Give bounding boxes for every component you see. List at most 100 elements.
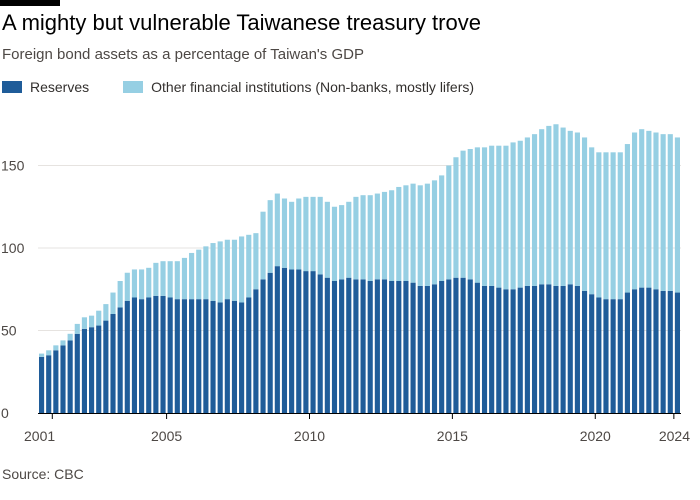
bar-other-institutions (610, 152, 616, 300)
bar-reserves (410, 282, 416, 413)
bar-reserves (553, 285, 559, 413)
bar-other-institutions (489, 145, 495, 286)
y-tick-label: 0 (1, 405, 9, 421)
bar-other-institutions (389, 190, 395, 281)
bar-reserves (474, 282, 480, 413)
bar-other-institutions (396, 186, 402, 281)
bar-other-institutions (503, 145, 509, 290)
bar-other-institutions (403, 185, 409, 281)
bar-reserves (231, 300, 238, 413)
brand-bar (0, 0, 60, 6)
bar-other-institutions (174, 261, 180, 300)
bar-reserves (103, 320, 109, 413)
bar-reserves (160, 295, 166, 413)
bar-other-institutions (110, 292, 116, 314)
x-tick-label: 2005 (151, 428, 182, 444)
bar-other-institutions (131, 269, 138, 298)
bar-reserves (339, 279, 345, 413)
bar-reserves (560, 285, 566, 413)
bar-other-institutions (39, 353, 45, 357)
bar-other-institutions (603, 152, 609, 300)
bar-reserves (274, 266, 280, 413)
bar-reserves (74, 333, 80, 413)
bar-other-institutions (189, 252, 195, 300)
bar-other-institutions (60, 340, 66, 346)
bar-reserves (89, 327, 95, 413)
bar-reserves (460, 277, 466, 413)
bar-reserves (610, 299, 616, 413)
x-tick-label: 2020 (580, 428, 611, 444)
y-tick-label: 100 (1, 240, 25, 256)
bar-other-institutions (553, 124, 559, 286)
bar-reserves (660, 290, 666, 413)
bar-other-institutions (217, 241, 223, 303)
bar-reserves (517, 287, 523, 413)
bar-reserves (81, 328, 88, 413)
bar-reserves (253, 289, 259, 413)
bar-other-institutions (239, 236, 245, 303)
bar-reserves (67, 340, 73, 413)
x-tick-label: 2015 (437, 428, 468, 444)
bar-other-institutions (274, 193, 280, 267)
bar-other-institutions (353, 196, 359, 280)
bar-reserves (417, 285, 423, 413)
bar-reserves (60, 345, 66, 413)
x-tick-label: 2010 (294, 428, 325, 444)
bar-other-institutions (360, 195, 366, 280)
bar-reserves (267, 272, 273, 413)
bar-reserves (39, 356, 45, 413)
bar-reserves (324, 277, 330, 413)
bar-other-institutions (531, 134, 538, 286)
bar-other-institutions (46, 350, 52, 356)
bar-other-institutions (617, 152, 623, 300)
bar-other-institutions (646, 130, 652, 288)
bar-reserves (389, 281, 395, 413)
bar-other-institutions (460, 150, 466, 278)
x-axis-ticks: 2001 2005 2010 2015 2020 2024 (24, 413, 690, 444)
bar-reserves (96, 325, 102, 413)
bar-other-institutions (203, 246, 209, 300)
bar-other-institutions (167, 261, 173, 298)
bar-reserves (581, 290, 588, 413)
bar-reserves (531, 285, 538, 413)
bar-reserves (503, 289, 509, 413)
bar-other-institutions (596, 152, 602, 298)
bar-reserves (289, 269, 295, 413)
bar-other-institutions (124, 272, 130, 301)
bar-other-institutions (96, 310, 102, 326)
bar-reserves (374, 279, 380, 413)
bar-other-institutions (424, 183, 430, 286)
bar-other-institutions (89, 315, 95, 328)
legend-item-reserves: Reserves (2, 79, 89, 95)
bar-reserves (403, 281, 409, 413)
bar-reserves (603, 299, 609, 413)
bar-other-institutions (339, 205, 345, 280)
bar-other-institutions (639, 129, 645, 288)
bar-reserves (189, 299, 195, 413)
bar-reserves (310, 271, 316, 413)
bar-other-institutions (139, 269, 145, 300)
bar-other-institutions (160, 261, 166, 296)
bar-reserves (524, 285, 530, 413)
bar-other-institutions (153, 262, 159, 296)
bar-other-institutions (631, 132, 638, 290)
bars (39, 124, 680, 413)
bar-reserves (117, 307, 123, 413)
bar-reserves (46, 355, 52, 413)
bar-other-institutions (117, 281, 123, 308)
bar-other-institutions (560, 127, 566, 286)
bar-reserves (131, 297, 138, 413)
bar-reserves (567, 284, 573, 413)
bar-other-institutions (210, 243, 216, 301)
bar-reserves (653, 289, 659, 413)
bar-other-institutions (446, 165, 452, 280)
bar-reserves (224, 299, 230, 413)
bar-other-institutions (653, 132, 659, 290)
legend-swatch-reserves (2, 81, 22, 93)
bar-other-institutions (303, 196, 309, 272)
bar-reserves (124, 300, 130, 413)
bar-other-institutions (510, 142, 516, 290)
gridlines (38, 165, 681, 331)
bar-other-institutions (317, 196, 323, 275)
